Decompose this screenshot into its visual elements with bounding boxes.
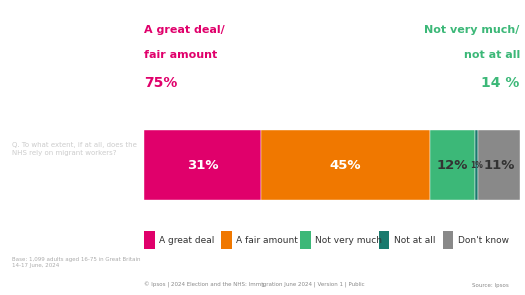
Text: A fair amount: A fair amount [236,235,298,245]
Text: 1: 1 [260,283,265,288]
Text: A great deal/: A great deal/ [144,24,225,35]
Bar [300,231,311,249]
Text: Don't know: Don't know [458,235,509,245]
Text: 14 %: 14 % [481,76,520,89]
Bar [443,231,453,249]
Text: 11%: 11% [484,159,515,172]
Text: Not very much: Not very much [315,235,382,245]
Bar [429,130,475,200]
Text: 45%: 45% [330,159,361,172]
Text: Not at all: Not at all [394,235,436,245]
Text: Source: Ipsos: Source: Ipsos [472,283,509,288]
Text: 1%: 1% [470,161,483,170]
Bar [261,130,429,200]
Text: 75%: 75% [144,76,178,89]
Bar [478,130,520,200]
Bar [475,130,478,200]
Bar [222,231,232,249]
Text: Extent to which the
NHS relies on migrant
workers: Extent to which the NHS relies on migran… [12,21,150,57]
Text: 31%: 31% [187,159,218,172]
Bar [379,231,390,249]
Text: © Ipsos | 2024 Election and the NHS: Immigration June 2024 | Version 1 | Public: © Ipsos | 2024 Election and the NHS: Imm… [144,281,365,288]
Text: not at all: not at all [464,50,520,60]
Text: Base: 1,099 adults aged 16-75 in Great Britain
14-17 June, 2024: Base: 1,099 adults aged 16-75 in Great B… [12,257,141,268]
Text: A great deal: A great deal [160,235,215,245]
Bar [144,130,261,200]
Text: 12%: 12% [436,159,468,172]
Text: Not very much/: Not very much/ [424,24,520,35]
Text: Q. To what extent, if at all, does the
NHS rely on migrant workers?: Q. To what extent, if at all, does the N… [12,142,137,155]
Bar [144,231,155,249]
Text: fair amount: fair amount [144,50,218,60]
